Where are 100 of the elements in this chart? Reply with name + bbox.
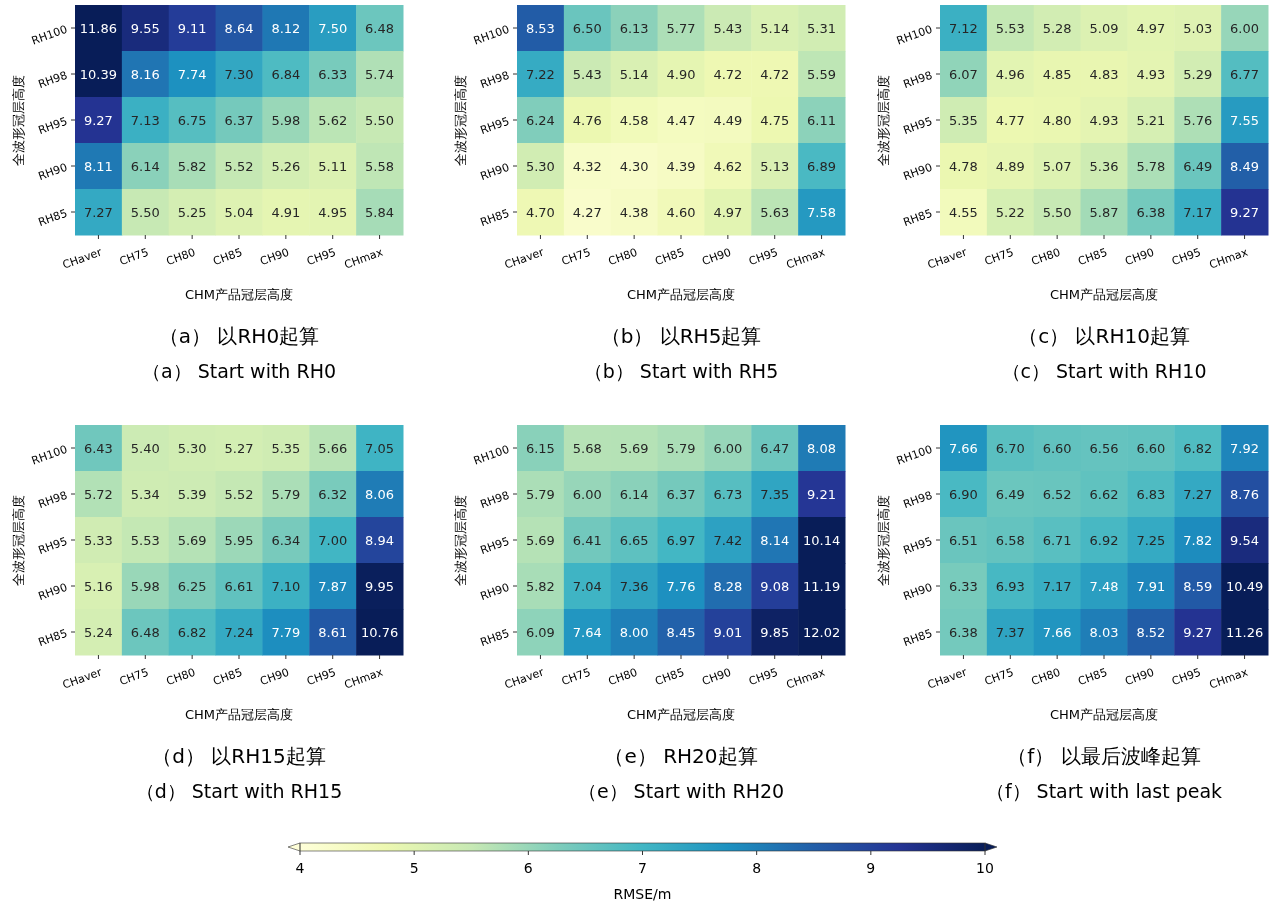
data-label: 4.62 <box>713 159 743 174</box>
data-label: 7.55 <box>1230 113 1260 128</box>
data-label: 6.52 <box>1042 487 1072 502</box>
data-label: 5.82 <box>177 159 207 174</box>
data-label: 7.91 <box>1136 579 1166 594</box>
y-tick-label: RH98 <box>36 68 70 92</box>
data-label: 7.10 <box>271 579 301 594</box>
y-tick-label: RH95 <box>901 534 935 558</box>
data-label: 5.43 <box>572 67 602 82</box>
data-label: 5.87 <box>1089 205 1119 220</box>
data-label: 6.60 <box>1042 441 1072 456</box>
data-label: 6.41 <box>572 533 602 548</box>
x-tick-label: CH85 <box>1076 665 1110 689</box>
data-label: 5.22 <box>995 205 1025 220</box>
data-label: 5.39 <box>177 487 207 502</box>
data-label: 6.09 <box>525 625 555 640</box>
data-label: 6.37 <box>666 487 696 502</box>
x-axis-title: CHM产品冠层高度 <box>626 287 736 302</box>
data-label: 6.47 <box>760 441 790 456</box>
data-label: 6.37 <box>224 113 254 128</box>
data-label: 5.76 <box>1183 113 1213 128</box>
data-label: 5.84 <box>365 205 395 220</box>
data-label: 6.25 <box>177 579 207 594</box>
data-label: 5.34 <box>130 487 160 502</box>
data-label: 4.75 <box>760 113 790 128</box>
data-label: 4.49 <box>713 113 743 128</box>
data-label: 7.50 <box>318 21 348 36</box>
data-label: 5.13 <box>760 159 790 174</box>
data-label: 6.38 <box>948 625 978 640</box>
data-label: 8.00 <box>619 625 649 640</box>
data-label: 5.36 <box>1089 159 1119 174</box>
y-tick-label: RH98 <box>36 488 70 512</box>
data-label: 6.34 <box>271 533 301 548</box>
data-label: 6.15 <box>525 441 555 456</box>
data-label: 5.50 <box>365 113 395 128</box>
x-tick-label: CH75 <box>117 665 151 689</box>
x-tick-label: CH90 <box>1123 665 1156 689</box>
data-label: 5.14 <box>760 21 790 36</box>
data-label: 5.07 <box>1042 159 1072 174</box>
text: （b） Start with RH5 <box>583 360 779 382</box>
x-tick-label: CH85 <box>1076 245 1110 269</box>
data-label: 6.38 <box>1136 205 1166 220</box>
data-label: 4.93 <box>1089 113 1119 128</box>
data-label: 6.49 <box>1183 159 1213 174</box>
data-label: 5.52 <box>224 487 254 502</box>
data-label: 5.16 <box>83 579 113 594</box>
data-label: 6.33 <box>318 67 348 82</box>
data-label: 5.43 <box>713 21 743 36</box>
data-label: 8.28 <box>713 579 743 594</box>
data-label: 5.72 <box>83 487 113 502</box>
x-tick-label: CH85 <box>211 245 245 269</box>
data-label: 5.14 <box>619 67 649 82</box>
data-label: 4.85 <box>1042 67 1072 82</box>
x-tick-label: CH75 <box>559 665 593 689</box>
y-axis-title: 全波形冠层高度 <box>453 494 468 586</box>
data-label: 5.59 <box>807 67 837 82</box>
data-label: 7.64 <box>572 625 602 640</box>
data-label: 4.47 <box>666 113 696 128</box>
y-axis-title: 全波形冠层高度 <box>876 494 891 586</box>
data-label: 10.49 <box>1225 579 1264 594</box>
data-label: 5.27 <box>224 441 254 456</box>
x-tick-label: CH90 <box>700 245 733 269</box>
data-label: 9.01 <box>713 625 743 640</box>
data-label: 9.21 <box>807 487 837 502</box>
data-label: 5.04 <box>224 205 254 220</box>
data-label: 5.35 <box>948 113 978 128</box>
x-tick-label: CH80 <box>1029 245 1063 269</box>
data-label: 7.35 <box>760 487 790 502</box>
data-label: 7.00 <box>318 533 348 548</box>
y-axis-title: 全波形冠层高度 <box>876 74 891 166</box>
data-label: 4.72 <box>713 67 743 82</box>
data-label: 6.56 <box>1089 441 1119 456</box>
data-label: 6.92 <box>1089 533 1119 548</box>
color-bar-label: 10 <box>976 860 994 876</box>
data-label: 5.77 <box>666 21 696 36</box>
color-bar-title: RMSE/m <box>613 886 672 902</box>
data-label: 9.27 <box>1230 205 1260 220</box>
y-tick-label: RH85 <box>36 626 70 650</box>
data-label: 5.40 <box>130 441 160 456</box>
data-label: 4.95 <box>318 205 348 220</box>
data-label: 5.98 <box>271 113 301 128</box>
data-label: 5.50 <box>1042 205 1072 220</box>
data-label: 8.61 <box>318 625 348 640</box>
data-label: 4.72 <box>760 67 790 82</box>
y-tick-label: RH85 <box>36 206 70 230</box>
data-label: 5.82 <box>525 579 555 594</box>
data-label: 6.11 <box>807 113 837 128</box>
x-tick-label: CH85 <box>653 665 687 689</box>
data-label: 5.26 <box>271 159 301 174</box>
x-tick-label: CH90 <box>258 245 291 269</box>
data-label: 7.87 <box>318 579 348 594</box>
data-label: 6.50 <box>572 21 602 36</box>
x-tick-label: CH95 <box>1170 665 1203 689</box>
y-tick-label: RH98 <box>901 488 935 512</box>
data-label: 9.08 <box>760 579 790 594</box>
data-label: 8.49 <box>1230 159 1260 174</box>
data-label: 5.79 <box>525 487 555 502</box>
data-label: 5.79 <box>271 487 301 502</box>
x-axis-title: CHM产品冠层高度 <box>184 707 294 722</box>
y-tick-label: RH95 <box>478 534 512 558</box>
